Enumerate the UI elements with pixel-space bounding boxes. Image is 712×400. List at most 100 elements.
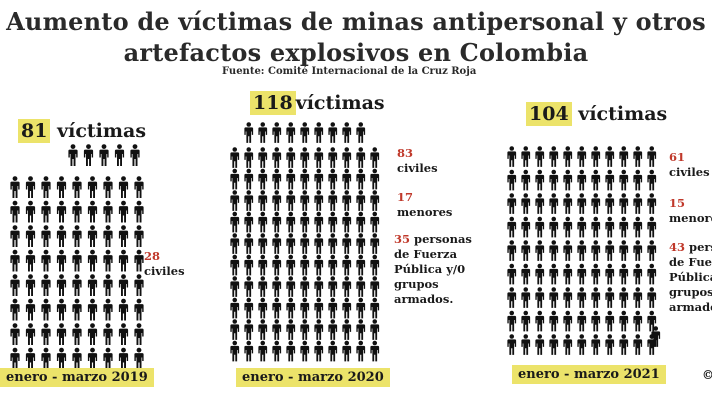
person-icon [591,263,601,285]
person-icon [118,200,129,223]
person-icon [87,200,98,223]
person-icon [521,287,531,308]
person-icon [300,276,310,297]
person-icon [10,200,20,223]
person-icon [328,122,338,143]
person-icon [300,168,310,190]
person-icon [118,274,129,296]
civiles-label-2020: civiles [397,161,438,175]
fuerza-line4-2021: grupos [669,285,712,299]
person-icon [56,200,67,223]
person-icon [10,323,20,345]
person-icon [342,319,352,340]
person-icon [25,176,36,198]
person-icon [563,193,573,214]
person-icon [103,249,113,272]
person-icon [72,225,82,247]
civiles-label-2019: civiles [144,264,185,278]
person-icon [563,146,573,167]
person-icon [258,319,268,340]
person-icon [591,216,601,238]
person-icon [577,287,587,308]
menores-number-2021: 15 [669,196,686,210]
person-icon [577,334,587,355]
person-icon [314,211,324,233]
person-icon [87,225,98,247]
person-icon [56,176,67,198]
person-icon [118,225,129,247]
person-icon [619,310,629,332]
person-icon [619,146,629,167]
person-icon [633,310,643,332]
person-icon [356,254,366,276]
person-icon [56,347,67,370]
person-icon [272,319,282,340]
person-icon [605,216,615,238]
person-icon [10,347,20,370]
person-icon [244,254,254,276]
person-icon [605,169,615,191]
person-icon [535,263,545,285]
civiles-number-2021: 61 [669,150,686,164]
stat-menores-2021: 15 menores [669,196,712,226]
person-icon [633,263,643,285]
person-icon [314,254,324,276]
person-icon [230,276,240,297]
person-icon [651,326,661,347]
source-caption: Fuente: Comité Internacional de la Cruz … [222,66,477,77]
person-icon [10,176,20,198]
person-icon [300,122,310,143]
person-icon [521,169,531,191]
people-grid-2020 [230,122,380,362]
person-icon [72,323,82,345]
person-icon [134,347,144,370]
person-icon [118,176,129,198]
person-icon [328,190,338,211]
person-icon [258,168,268,190]
person-icon [25,274,36,296]
person-icon [56,323,67,345]
person-icon [244,147,254,168]
person-icon [605,334,615,355]
person-icon [619,240,629,261]
person-icon [300,211,310,233]
person-icon [41,200,51,223]
person-icon [286,190,296,211]
person-icon [230,319,240,340]
person-icon [370,147,380,168]
person-icon [10,298,20,321]
person-icon [41,274,51,296]
person-icon [647,287,657,308]
person-icon [356,233,366,254]
person-icon [328,168,338,190]
person-icon [577,146,587,167]
person-icon [342,190,352,211]
person-icon [535,146,545,167]
person-icon [118,298,129,321]
person-icon [577,263,587,285]
person-icon [549,216,559,238]
fuerza-line2-2021: de Fuerza [669,255,712,269]
person-icon [300,233,310,254]
person-icon [25,323,36,345]
person-icon [230,254,240,276]
person-icon [328,297,338,319]
total-word-2019: víctimas [57,120,147,142]
stat-fuerza-2020: 35 personas de Fuerza Pública y/0 grupos… [394,232,472,307]
person-icon [56,249,67,272]
person-icon [314,233,324,254]
civiles-number-2020: 83 [397,146,414,160]
person-icon [87,323,98,345]
person-icon [577,169,587,191]
person-icon [356,297,366,319]
person-icon [258,233,268,254]
person-icon [605,193,615,214]
person-icon [41,298,51,321]
person-icon [591,287,601,308]
person-icon [342,211,352,233]
title-line-2: artefactos explosivos en Colombia [123,38,589,67]
person-icon [134,176,144,198]
person-icon [118,323,129,345]
person-icon [41,323,51,345]
total-number-2021: 104 [526,102,572,126]
